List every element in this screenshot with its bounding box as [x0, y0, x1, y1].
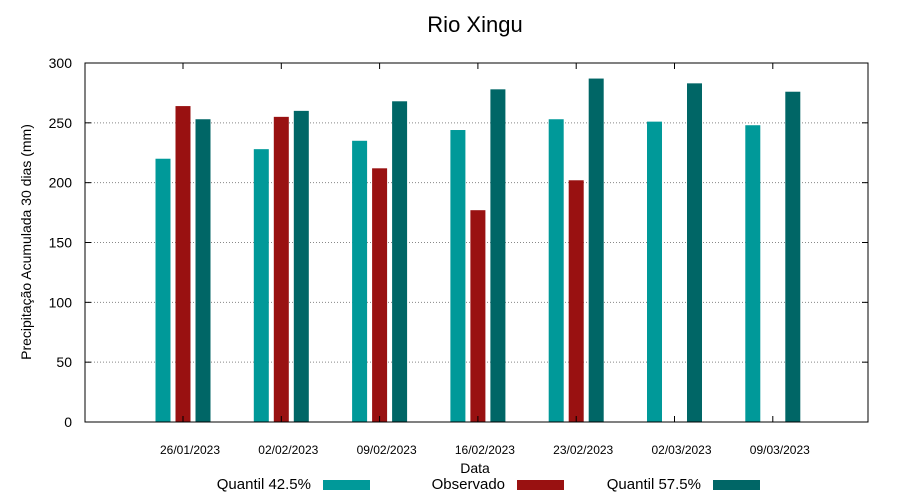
y-axis-label: Precipitação Acumulada 30 dias (mm): [18, 124, 34, 360]
y-axis: 0 50 100 150 200 250 300: [49, 55, 868, 430]
bar: [687, 83, 702, 423]
x-tick-label: 09/02/2023: [357, 443, 417, 457]
legend-swatch: [517, 480, 564, 490]
bar: [470, 210, 486, 422]
x-tick-label: 02/03/2023: [651, 443, 711, 457]
bar: [450, 130, 466, 422]
bar: [372, 168, 388, 422]
bar: [273, 116, 289, 422]
legend-label: Observado: [432, 476, 505, 493]
bar: [175, 106, 191, 422]
bars: [155, 78, 801, 423]
legend-swatch: [323, 480, 370, 490]
legend-label: Quantil 42.5%: [217, 476, 311, 493]
bar: [588, 78, 604, 422]
bar: [647, 121, 662, 423]
bar: [195, 119, 211, 422]
y-tick-label: 100: [49, 294, 73, 310]
y-tick-label: 200: [49, 175, 73, 191]
legend-label: Quantil 57.5%: [607, 476, 701, 493]
x-tick-label: 02/02/2023: [258, 443, 318, 457]
y-tick-label: 150: [49, 235, 73, 251]
bar: [293, 110, 309, 422]
legend-swatch: [713, 480, 760, 490]
bar: [352, 140, 368, 423]
y-tick-label: 50: [56, 354, 72, 370]
bar: [490, 89, 506, 423]
y-tick-label: 0: [64, 414, 72, 430]
bar: [253, 149, 269, 422]
x-tick-label: 09/03/2023: [750, 443, 810, 457]
x-tick-label: 23/02/2023: [553, 443, 613, 457]
x-tick-label: 16/02/2023: [455, 443, 515, 457]
x-axis-label: Data: [460, 460, 490, 476]
bar: [392, 101, 408, 422]
y-tick-label: 250: [49, 115, 73, 131]
bar: [155, 158, 171, 422]
chart-title: Rio Xingu: [427, 12, 522, 37]
x-axis: 26/01/2023 02/02/2023 09/02/2023 16/02/2023…: [160, 63, 810, 457]
bar: [745, 125, 761, 422]
x-tick-label: 26/01/2023: [160, 443, 220, 457]
y-tick-label: 300: [49, 55, 73, 71]
bar: [785, 91, 801, 422]
bar: [548, 119, 564, 422]
bar: [568, 180, 584, 422]
legend: Quantil 42.5% Observado Quantil 57.5%: [217, 476, 760, 493]
